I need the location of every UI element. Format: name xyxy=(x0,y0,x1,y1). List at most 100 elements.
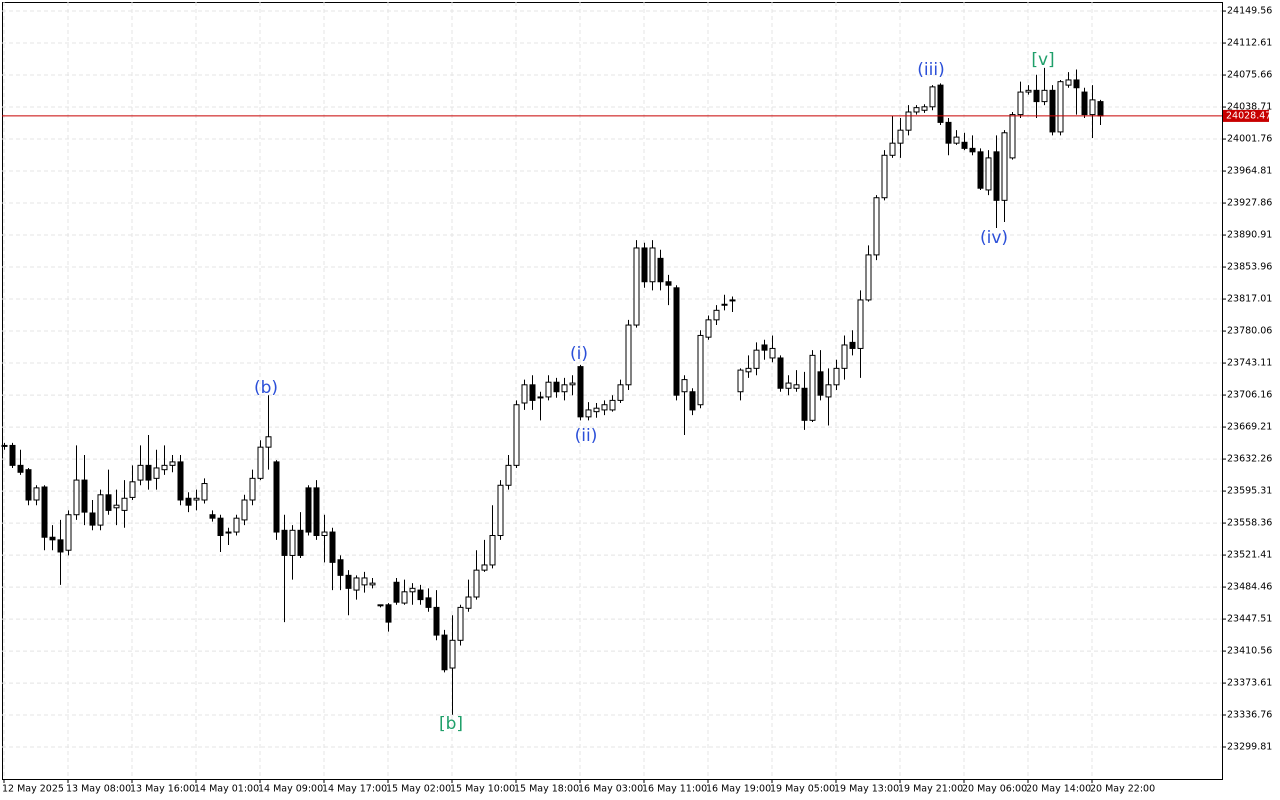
candle-body xyxy=(49,536,56,541)
candle-body xyxy=(249,477,256,501)
candle-body xyxy=(601,404,608,411)
y-tick-label: 23853.96 xyxy=(1227,262,1272,273)
candle-body xyxy=(369,582,376,586)
candle-body xyxy=(1033,89,1040,103)
candle-body xyxy=(209,514,216,519)
x-tick-label: 16 May 19:00 xyxy=(706,784,771,795)
y-tick-label: 23927.86 xyxy=(1227,198,1272,209)
candle-body xyxy=(777,357,784,389)
y-tick-label: 23743.11 xyxy=(1227,358,1272,369)
candle-body xyxy=(881,154,888,199)
candle-body xyxy=(609,399,616,411)
candle-body xyxy=(409,587,416,593)
x-tick-label: 19 May 21:00 xyxy=(898,784,963,795)
candle-body xyxy=(825,384,832,398)
candle-body xyxy=(337,559,344,576)
candle-body xyxy=(929,86,936,108)
candle-body xyxy=(321,531,328,537)
wave-label: (iii) xyxy=(917,60,944,80)
candle-body xyxy=(513,404,520,466)
candle-body xyxy=(801,387,808,421)
y-tick-label: 23336.76 xyxy=(1227,709,1272,720)
candle-body xyxy=(769,347,776,359)
x-tick-label: 20 May 06:00 xyxy=(962,784,1027,795)
candle-body xyxy=(105,494,112,511)
candle-body xyxy=(145,464,152,481)
candle-body xyxy=(129,481,136,498)
y-tick-label: 23890.91 xyxy=(1227,230,1272,241)
candle-body xyxy=(753,349,760,369)
x-tick-label: 14 May 01:00 xyxy=(194,784,259,795)
candle-body xyxy=(329,531,336,563)
y-tick-label: 23706.16 xyxy=(1227,390,1272,401)
candle-body xyxy=(465,596,472,609)
candle-body xyxy=(9,444,16,466)
candle-body xyxy=(201,483,208,501)
candle-body xyxy=(729,299,736,302)
x-tick-label: 15 May 18:00 xyxy=(514,784,579,795)
x-tick-label: 16 May 11:00 xyxy=(642,784,707,795)
candle-body xyxy=(273,461,280,533)
y-tick-label: 23484.46 xyxy=(1227,582,1272,593)
candle-body xyxy=(65,514,72,551)
candle-body xyxy=(305,487,312,533)
current-price-label: 24028.47 xyxy=(1226,110,1271,121)
candle-body xyxy=(385,604,392,623)
candle-body xyxy=(505,464,512,486)
candle-body xyxy=(1097,101,1104,117)
candle-body xyxy=(761,344,768,351)
plot-frame xyxy=(2,2,1223,780)
candle-body xyxy=(1081,91,1088,116)
wave-label: (i) xyxy=(570,344,588,364)
candle-body xyxy=(177,461,184,501)
candle-body xyxy=(1089,99,1096,116)
candle-body xyxy=(1065,79,1072,86)
candle-body xyxy=(313,487,320,537)
candle-body xyxy=(993,151,1000,201)
x-tick-label: 16 May 03:00 xyxy=(578,784,643,795)
wave-label: [v] xyxy=(1031,50,1054,70)
candle-body xyxy=(585,409,592,418)
candle-body xyxy=(969,147,976,153)
candle-body xyxy=(57,539,64,553)
candle-body xyxy=(569,382,576,386)
candle-body xyxy=(217,517,224,537)
candle-body xyxy=(985,157,992,191)
candle-body xyxy=(353,577,360,591)
candle-body xyxy=(401,591,408,604)
y-tick-label: 24149.56 xyxy=(1227,6,1272,17)
candle-body xyxy=(561,384,568,393)
wave-label: (b) xyxy=(254,378,278,398)
x-tick-label: 19 May 05:00 xyxy=(770,784,835,795)
candle-body xyxy=(897,129,904,144)
y-tick-label: 23669.21 xyxy=(1227,422,1272,433)
candle-body xyxy=(785,382,792,389)
candle-body xyxy=(473,569,480,598)
candle-body xyxy=(745,367,752,373)
y-tick-label: 23410.56 xyxy=(1227,646,1272,657)
candle-body xyxy=(1009,114,1016,159)
candle-body xyxy=(497,484,504,537)
candle-body xyxy=(417,589,424,601)
candle-body xyxy=(481,564,488,571)
candle-body xyxy=(281,529,288,556)
candle-body xyxy=(689,391,696,411)
y-tick-label: 23632.26 xyxy=(1227,454,1272,465)
candle-body xyxy=(17,464,24,473)
candle-body xyxy=(441,634,448,671)
candle-body xyxy=(809,354,816,421)
candle-body xyxy=(713,309,720,321)
x-tick-label: 13 May 16:00 xyxy=(130,784,195,795)
candle-body xyxy=(137,464,144,481)
candle-body xyxy=(97,494,104,526)
candle-body xyxy=(617,384,624,401)
candle-body xyxy=(233,517,240,533)
candle-body xyxy=(81,479,88,513)
candle-body xyxy=(1073,79,1080,89)
candle-body xyxy=(945,121,952,144)
candle-body xyxy=(961,141,968,149)
x-tick-label: 15 May 10:00 xyxy=(450,784,515,795)
candle-body xyxy=(1001,132,1008,201)
candle-body xyxy=(529,384,536,401)
